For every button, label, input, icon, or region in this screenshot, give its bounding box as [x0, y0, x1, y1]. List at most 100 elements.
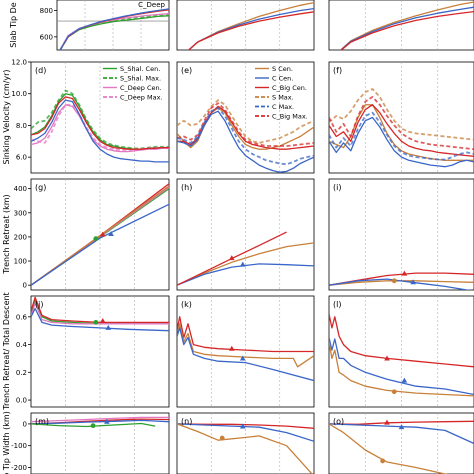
panel-plot-area [339, 0, 474, 50]
legend-d: S_Shal. Cen. S_Shal. Max.C_Deep Cen. C_Dee… [103, 65, 163, 102]
marker-circle-s_shal [93, 236, 99, 242]
panel-plot-area [31, 296, 169, 407]
panel-top-right [339, 0, 474, 50]
y-tick-label: 100 [14, 258, 27, 266]
panel-j: 0.0 0.2 0.4 0.6 [16, 296, 169, 407]
y-tick-label: 300 [14, 209, 27, 217]
series-line-s-solid [31, 185, 169, 286]
series-line-c-solid [31, 419, 169, 425]
marker-triangle-c_big [384, 355, 390, 361]
series-line-c-solid [329, 278, 471, 290]
panel-label-o: (o) [333, 417, 344, 426]
legend-e: S Cen. C Cen.C_Big Cen. S Max.C Max. C_Big … [255, 65, 308, 121]
series-line-c-solid [329, 116, 474, 168]
y-tick-label: 600 [40, 33, 53, 41]
marker-circle-s [380, 458, 386, 464]
panel-label-i: (i) [333, 183, 341, 192]
y-tick-label: 0 [23, 420, 27, 428]
panel-plot-area [177, 62, 314, 173]
marker-circle-s [391, 389, 397, 395]
series-line-c-solid [31, 99, 169, 163]
series-line-c-solid [177, 327, 314, 382]
series-line-s-solid [329, 423, 448, 474]
panel-frame-o [328, 412, 474, 474]
series-line-c-big-solid [187, 11, 314, 50]
series-line-c-big-solid [31, 296, 169, 324]
y-tick-label: -100 [11, 442, 27, 450]
series-line-s-solid [329, 341, 474, 397]
y-tick-label: 0.0 [16, 397, 27, 405]
legend-entry: S_Shal. Max. [120, 75, 161, 83]
series-line-s-shal-solid [31, 422, 156, 428]
series-line-c-dashed [329, 111, 474, 161]
legend-entry: C_Big Max. [272, 113, 308, 121]
panel-plot-area [177, 296, 314, 407]
marker-circle-s [219, 435, 225, 441]
series-line-c-big-solid [340, 10, 474, 50]
panel-k [177, 296, 314, 407]
marker-circle-s_shal [93, 319, 99, 325]
series-line-c-big-solid [329, 104, 474, 157]
panel-label-h: (h) [181, 183, 192, 192]
ylabel-slab-tip-depth: Slab Tip De [9, 2, 18, 47]
marker-triangle-c_big [229, 255, 235, 261]
panel-label-m: (m) [35, 417, 49, 426]
panel-labels: (d) (e) (f) (g) (h) (i) (j) (k) (l) (m) … [35, 66, 344, 426]
chart-marks: 600 800 C_Deep 6.08.010.012.0S_Shal. Cen.S_… [11, 0, 474, 474]
y-tick-label: 10.0 [11, 90, 27, 98]
panel-plot-area [31, 413, 169, 474]
y-tick-label: 0.6 [16, 313, 28, 321]
legend-entry: C Max. [272, 103, 294, 111]
series-line-c-solid [31, 307, 169, 332]
series-line-s-shal-dashed [59, 13, 169, 50]
ylabel-sinking-velocity: Sinking Velocity (cm/yr) [2, 70, 11, 165]
panel-label-n: (n) [181, 417, 192, 426]
panel-plot-area [177, 413, 314, 474]
y-tick-label: 0.2 [16, 369, 27, 377]
marker-circle-s_shal [90, 423, 96, 429]
y-tick-label: 800 [40, 7, 53, 15]
panel-top-middle [187, 0, 314, 50]
panel-label-l: (l) [333, 300, 341, 309]
ylabel-slab-tip-width: lab Tip Width (km) [2, 411, 11, 474]
series-line-c-solid [59, 8, 169, 50]
panel-d: 6.08.010.012.0S_Shal. Cen.S_Shal. Max.C_… [11, 59, 169, 173]
marker-triangle-c [105, 324, 112, 330]
series-line-c-deep-solid [31, 416, 169, 423]
panel-l [329, 296, 474, 407]
series-line-c-solid [177, 423, 314, 442]
marker-triangle-c_big [99, 231, 106, 237]
y-tick-label: 200 [14, 233, 27, 241]
panel-h [177, 179, 314, 290]
panel-plot-area [31, 62, 169, 173]
marker-triangle-c_big [401, 270, 408, 276]
y-tick-label: 400 [14, 185, 27, 193]
panel-plot-area [329, 62, 474, 173]
marker-triangle-c [239, 261, 246, 267]
panel-f [329, 62, 474, 173]
legend-entry: S Cen. [272, 65, 293, 73]
series-line-c-deep-dashed [31, 103, 169, 151]
series-line-c-deep-solid [31, 302, 169, 325]
marker-triangle-c [239, 423, 246, 429]
y-tick-label: 6.0 [16, 154, 27, 162]
panel-label-d: (d) [35, 66, 46, 75]
legend-entry: C_Deep Max. [120, 94, 163, 102]
series-line-c-big-solid [31, 96, 169, 150]
panel-plot-area [329, 413, 474, 474]
panel-plot-area [57, 0, 169, 50]
panel-frame-n [176, 412, 315, 474]
series-line-s-dashed [177, 99, 314, 144]
series-line-c-solid [329, 337, 474, 396]
series-line-c-big-dashed [329, 96, 474, 151]
ylabel-trench-retreat: Trench Retreat (km) [2, 194, 11, 274]
series-line-c-solid [177, 263, 314, 286]
legend-label: C_Deep [138, 1, 165, 9]
panel-i [329, 179, 474, 290]
series-line-s-solid [177, 242, 314, 286]
marker-triangle-c_big [99, 317, 106, 323]
panel-label-j: (j) [35, 300, 43, 309]
panel-plot-area [177, 179, 314, 290]
panel-plot-area [329, 179, 474, 290]
